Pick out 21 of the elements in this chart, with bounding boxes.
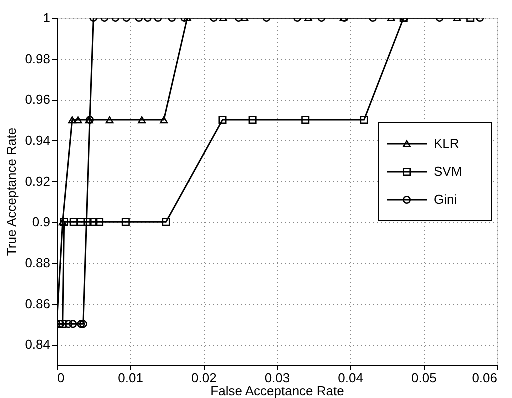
x-tick-label: 0.02 — [192, 370, 217, 386]
y-tick-label: 1 — [43, 10, 50, 26]
y-tick-label: 0.94 — [25, 132, 50, 148]
x-tick-label: 0.05 — [412, 370, 437, 386]
y-axis-title: True Acceptance Rate — [4, 128, 20, 256]
x-tick-label: 0.01 — [118, 370, 144, 386]
legend-label: SVM — [434, 164, 462, 179]
y-tick-label: 0.96 — [25, 92, 50, 108]
x-tick-label: 0.04 — [338, 370, 364, 386]
x-tick-label: 0 — [58, 370, 65, 386]
x-tick-label: 0.03 — [264, 370, 290, 386]
y-tick-label: 0.84 — [25, 337, 50, 352]
y-tick-label: 0.92 — [25, 174, 50, 189]
y-tick-label: 0.9 — [32, 214, 50, 230]
y-tick-label: 0.86 — [25, 296, 50, 312]
x-axis-title: False Acceptance Rate — [210, 384, 344, 398]
y-tick-label: 0.88 — [25, 255, 50, 270]
x-tick-label: 0.06 — [472, 370, 498, 386]
y-tick-label: 0.98 — [25, 51, 50, 66]
legend-label: Gini — [434, 192, 458, 207]
legend-label: KLR — [434, 136, 460, 151]
